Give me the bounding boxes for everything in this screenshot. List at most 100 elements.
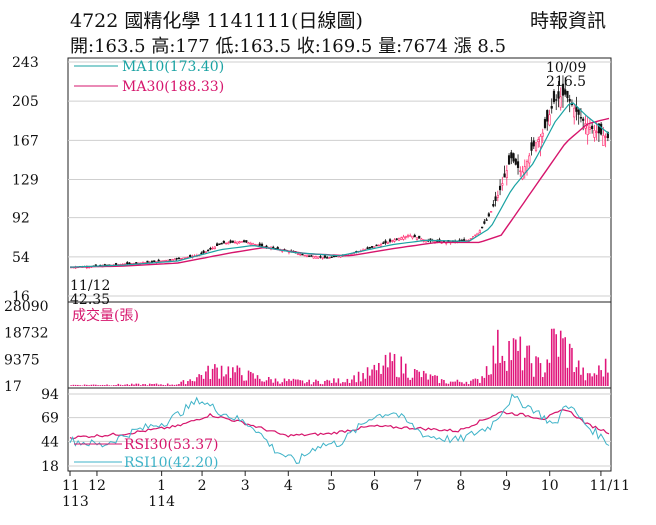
volume-bar [427,379,429,386]
volume-bar [434,375,436,386]
candle-body [233,241,237,244]
volume-bar [90,384,93,386]
candle-body [534,142,538,151]
volume-bar [86,384,88,386]
candle-body [366,247,369,250]
candle-body [568,98,571,102]
volume-bar [598,365,600,386]
candle-body [312,256,315,259]
candle-body [247,242,250,245]
candle-body [476,232,479,236]
volume-bar [413,368,416,386]
ma10-line [69,102,610,268]
volume-bar [443,379,445,386]
volume-bar [395,376,398,386]
volume-bar [571,347,573,386]
volume-bar [546,359,549,386]
candle-body [314,256,318,259]
volume-bar [256,375,259,386]
volume-bar [461,382,463,386]
candle-body [204,251,207,253]
candle-body [537,139,540,143]
volume-bar [113,385,115,386]
volume-bar [541,377,544,386]
volume-bar [528,345,531,386]
volume-bar [438,383,441,386]
candle-body [236,241,239,244]
volume-bar [440,379,443,386]
candle-body [209,248,212,250]
candle-body [200,252,203,255]
candle-body [382,242,385,244]
volume-bar [483,377,486,386]
candle-body [548,114,551,126]
x-tick-label: 11 [62,478,80,494]
candle-body [305,255,309,257]
volume-bar [319,383,322,386]
volume-bar [276,381,279,386]
volume-bar [281,382,284,386]
candle-body [561,83,565,96]
volume-bar [108,385,111,386]
volume-tick-label: 17 [4,379,22,395]
volume-bar [562,338,564,386]
candle-body [541,132,544,137]
candle-body [411,235,414,239]
volume-bar [83,384,86,386]
volume-bar [164,385,167,386]
volume-bar [463,383,465,386]
candle-body [317,256,320,259]
x-tick-label: 3 [241,478,250,494]
volume-bar [324,381,326,386]
volume-bar [173,384,176,386]
volume-bar [220,365,223,386]
candle-body [402,236,405,240]
volume-bar [515,339,517,386]
volume-bar [422,370,425,386]
volume-bar [333,378,335,386]
volume-tick-label: 18732 [4,326,49,342]
volume-bar [101,384,104,386]
candle-body [418,235,421,239]
candle-body [492,203,495,207]
high-annotation-value: 216.5 [546,74,586,90]
volume-bar [557,356,560,386]
volume-bar [568,343,571,386]
volume-bars [70,328,609,386]
volume-bar [247,370,250,386]
volume-bar [371,369,373,386]
rsi-tick-label: 69 [41,411,59,427]
volume-bar [182,380,185,386]
volume-bar [70,385,72,386]
volume-bar [553,328,555,386]
volume-bar [339,383,342,386]
volume-bar [431,375,434,386]
x-tick-year-label: 114 [148,494,175,510]
volume-bar [263,381,266,386]
volume-bar [506,370,508,386]
volume-bar [144,384,147,386]
candle-body [299,253,302,256]
candle-body [505,170,508,178]
volume-bar [402,373,405,386]
volume-bar [378,362,380,386]
volume-bar [465,381,468,386]
candle-body [150,261,154,263]
volume-bar [362,373,364,386]
volume-bar [202,378,205,386]
volume-bar [555,334,558,386]
candle-body [135,262,138,264]
candle-body [175,258,178,260]
volume-tick-label: 9375 [4,352,40,368]
volume-bar [130,383,133,386]
volume-bar [407,377,409,386]
candle-body [328,257,331,259]
volume-bar [243,380,245,386]
volume-bar [225,374,227,386]
volume-bar [216,367,218,386]
volume-bar [449,381,452,386]
x-tick-label: 12 [88,478,106,494]
volume-bar [250,371,252,386]
volume-bar [189,379,191,386]
candle-body [525,160,529,171]
